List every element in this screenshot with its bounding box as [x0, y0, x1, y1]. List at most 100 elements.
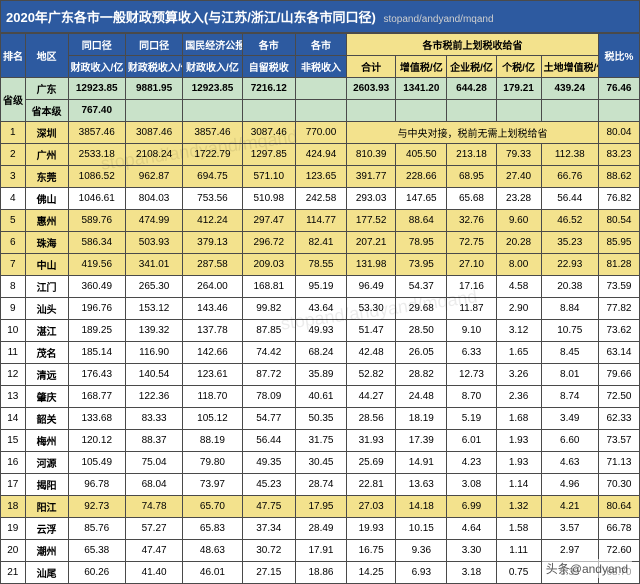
cell-region: 中山	[25, 254, 68, 276]
cell-value: 1.14	[496, 474, 541, 496]
cell-value: 1.58	[496, 518, 541, 540]
cell-value: 96.78	[68, 474, 125, 496]
cell-region: 省本级	[25, 100, 68, 122]
cell-value: 3087.46	[125, 122, 182, 144]
cell-value: 28.49	[295, 518, 346, 540]
cell-region: 广州	[25, 144, 68, 166]
cell-value: 510.98	[242, 188, 295, 210]
cell-rank: 7	[1, 254, 26, 276]
cell-value: 54.37	[396, 276, 447, 298]
col-c-sub: 财政收入/亿	[183, 56, 242, 78]
cell-value: 120.12	[68, 430, 125, 452]
cell-value: 79.80	[183, 452, 242, 474]
cell-rank: 10	[1, 320, 26, 342]
table-row: 4佛山1046.61804.03753.56510.98242.58293.03…	[1, 188, 640, 210]
table-row: 8江门360.49265.30264.00168.8195.1996.4954.…	[1, 276, 640, 298]
cell-value: 65.83	[183, 518, 242, 540]
col-e-sub: 非税收入	[295, 56, 346, 78]
cell-value: 9.36	[396, 540, 447, 562]
cell-region: 惠州	[25, 210, 68, 232]
cell-value	[396, 100, 447, 122]
cell-rank: 5	[1, 210, 26, 232]
cell-value: 10.15	[396, 518, 447, 540]
cell-value: 123.65	[295, 166, 346, 188]
cell-value: 644.28	[447, 78, 496, 100]
cell-value: 147.65	[396, 188, 447, 210]
cell-ratio: 79.66	[598, 364, 639, 386]
cell-value	[242, 100, 295, 122]
cell-value: 88.64	[396, 210, 447, 232]
cell-value: 14.91	[396, 452, 447, 474]
cell-value: 139.32	[125, 320, 182, 342]
col-tax-personal: 个税/亿	[496, 56, 541, 78]
cell-value: 3.49	[541, 408, 598, 430]
cell-value: 571.10	[242, 166, 295, 188]
cell-value: 37.34	[242, 518, 295, 540]
cell-value: 8.00	[496, 254, 541, 276]
cell-value: 503.93	[125, 232, 182, 254]
cell-value: 8.70	[447, 386, 496, 408]
table-row: 12清远176.43140.54123.6187.7235.8952.8228.…	[1, 364, 640, 386]
cell-value: 10.75	[541, 320, 598, 342]
cell-value: 72.75	[447, 232, 496, 254]
cell-value: 12.73	[447, 364, 496, 386]
cell-value: 213.18	[447, 144, 496, 166]
table-row: 18阳江92.7374.7865.7047.7517.9527.0314.186…	[1, 496, 640, 518]
cell-value	[447, 100, 496, 122]
cell-ratio: 73.62	[598, 320, 639, 342]
cell-value: 1.93	[496, 452, 541, 474]
cell-value: 22.93	[541, 254, 598, 276]
cell-region: 云浮	[25, 518, 68, 540]
cell-value: 53.30	[347, 298, 396, 320]
cell-value: 46.52	[541, 210, 598, 232]
cell-value: 379.13	[183, 232, 242, 254]
cell-region: 茂名	[25, 342, 68, 364]
col-group-tax: 各市税前上划税收给省	[347, 34, 599, 56]
cell-value: 1086.52	[68, 166, 125, 188]
col-ratio: 税比%	[598, 34, 639, 78]
cell-value: 20.28	[496, 232, 541, 254]
cell-value: 589.76	[68, 210, 125, 232]
cell-rank: 6	[1, 232, 26, 254]
cell-region: 阳江	[25, 496, 68, 518]
cell-region: 江门	[25, 276, 68, 298]
cell-value: 28.56	[347, 408, 396, 430]
cell-region: 潮州	[25, 540, 68, 562]
cell-region: 清远	[25, 364, 68, 386]
cell-rank: 12	[1, 364, 26, 386]
cell-value: 65.68	[447, 188, 496, 210]
cell-value: 242.58	[295, 188, 346, 210]
table-row: 16河源105.4975.0479.8049.3530.4525.6914.91…	[1, 452, 640, 474]
cell-value: 35.89	[295, 364, 346, 386]
cell-value: 87.85	[242, 320, 295, 342]
cell-value: 753.56	[183, 188, 242, 210]
title-suffix: stopand/andyand/mqand	[383, 14, 493, 25]
cell-value: 391.77	[347, 166, 396, 188]
table-body: 省级广东12923.859881.9512923.857216.122603.9…	[1, 78, 640, 584]
cell-ratio: 73.59	[598, 276, 639, 298]
cell-rank: 15	[1, 430, 26, 452]
cell-rank: 省级	[1, 78, 26, 122]
cell-value: 341.01	[125, 254, 182, 276]
cell-value: 82.41	[295, 232, 346, 254]
cell-value: 412.24	[183, 210, 242, 232]
cell-value: 28.82	[396, 364, 447, 386]
cell-value: 20.38	[541, 276, 598, 298]
cell-value: 40.61	[295, 386, 346, 408]
cell-value: 31.75	[295, 430, 346, 452]
cell-value: 78.55	[295, 254, 346, 276]
page-title: 2020年广东各市一般财政预算收入(与江苏/浙江/山东各市同口径) stopan…	[0, 0, 640, 33]
cell-region: 肇庆	[25, 386, 68, 408]
data-table: 排名 地区 同口径 同口径 国民经济公报 各市 各市 各市税前上划税收给省 税比…	[0, 33, 640, 584]
table-header: 排名 地区 同口径 同口径 国民经济公报 各市 各市 各市税前上划税收给省 税比…	[1, 34, 640, 78]
col-tax-land: 土地增值税/亿	[541, 56, 598, 78]
cell-value: 419.56	[68, 254, 125, 276]
cell-region: 佛山	[25, 188, 68, 210]
cell-value: 74.78	[125, 496, 182, 518]
cell-ratio: 80.54	[598, 210, 639, 232]
cell-value: 23.28	[496, 188, 541, 210]
cell-rank: 9	[1, 298, 26, 320]
cell-ratio: 81.28	[598, 254, 639, 276]
cell-value	[496, 100, 541, 122]
cell-value	[183, 100, 242, 122]
